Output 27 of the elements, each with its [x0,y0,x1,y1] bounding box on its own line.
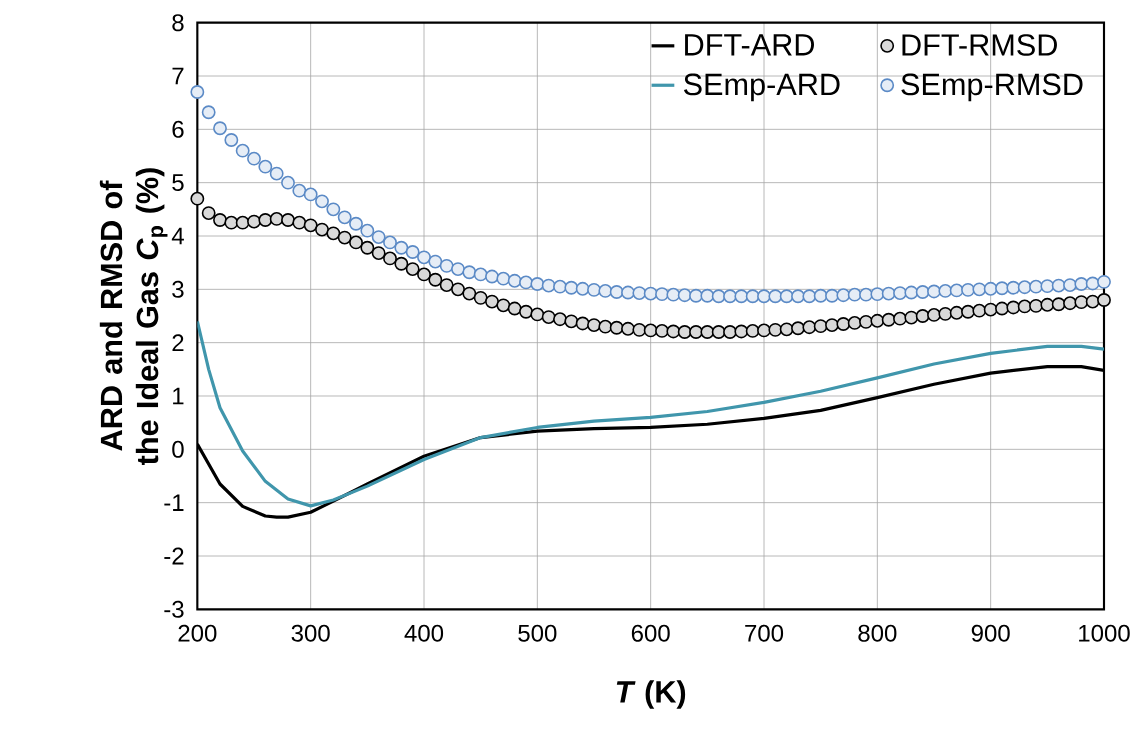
x-tick-label: 800 [858,624,897,642]
y-tick-label: 4 [171,227,184,245]
y-tick-label: 7 [172,67,184,85]
legend-label: DFT-ARD [685,34,814,56]
legend-label: DFT-RMSD [902,33,1057,56]
y-tick-label: 8 [172,14,184,32]
x-tick-label: 200 [178,624,217,642]
x-tick-label: 700 [745,624,784,642]
y-tick-label: -1 [164,494,184,511]
x-tick-label: 600 [631,624,670,642]
x-tick-label: 500 [518,624,557,642]
x-tick-label: 1000 [1079,624,1130,642]
y-tick-label: -3 [164,600,184,618]
y-tick-label: 6 [172,120,184,138]
y-tick-label: -2 [164,547,184,565]
y-tick-label: 1 [173,387,184,405]
line-series [197,319,1104,508]
legend-label: SEmp-RMSD [901,73,1083,102]
legend-label: SEmp-ARD [683,73,840,102]
y-tick-label: 2 [172,334,184,351]
y-tick-label: 3 [172,280,184,298]
x-tick-label: 300 [291,624,330,642]
y-tick-label: 0 [172,440,184,458]
x-tick-label: 900 [971,624,1010,642]
y-tick-label: 5 [172,174,184,191]
x-axis-title: T (K) [616,680,686,709]
x-tick-label: 400 [404,624,444,642]
